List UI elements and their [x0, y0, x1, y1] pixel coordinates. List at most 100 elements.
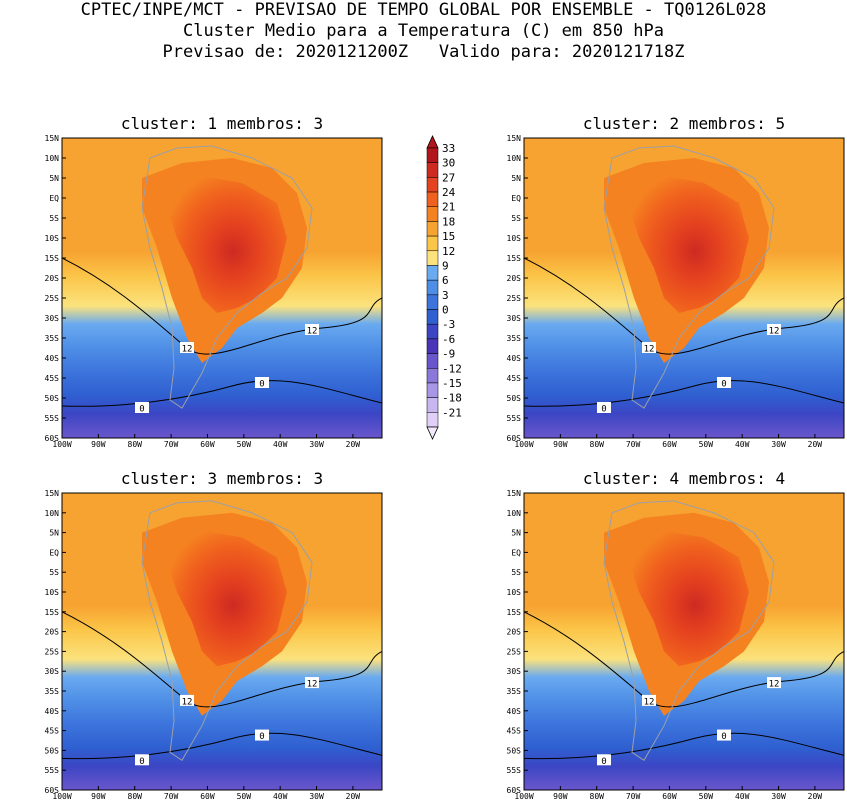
colorbar-label: 0 — [442, 304, 449, 317]
contour-label-0-west: 0 — [139, 757, 144, 767]
lon-tick-label: 80W — [128, 792, 143, 801]
colorbar-label: -15 — [442, 377, 462, 390]
lat-tick-label: EQ — [511, 194, 521, 203]
lon-tick-label: 50W — [699, 440, 714, 449]
lat-tick-label: EQ — [49, 548, 59, 557]
lat-tick-label: 45S — [507, 374, 522, 383]
lon-tick-label: 90W — [91, 792, 106, 801]
lat-tick-label: 5S — [511, 214, 521, 223]
lat-tick-label: 15N — [507, 134, 522, 143]
lon-tick-label: 80W — [590, 440, 605, 449]
colorbar-label: -12 — [442, 362, 462, 375]
colorbar-label: -6 — [442, 333, 455, 346]
header-title-line1: CPTEC/INPE/MCT - PREVISAO DE TEMPO GLOBA… — [80, 0, 767, 20]
lat-tick-label: 60S — [45, 434, 60, 443]
contour-12 — [524, 257, 844, 355]
continent-outline — [141, 500, 313, 762]
contour-label-0-west: 0 — [601, 405, 606, 415]
lat-tick-label: 20S — [45, 628, 60, 637]
contour-12 — [524, 611, 844, 708]
panel-title: cluster: 1 membros: 3 — [121, 114, 323, 133]
contour-0 — [62, 380, 382, 407]
lat-tick-label: 10S — [45, 588, 60, 597]
colorbar-swatch — [426, 191, 439, 207]
lat-tick-label: 15S — [45, 608, 60, 617]
lon-tick-label: 90W — [91, 440, 106, 449]
lat-tick-label: 55S — [507, 414, 522, 423]
colorbar-swatch — [426, 206, 439, 222]
continent-outline — [141, 145, 313, 409]
colorbar-top-arrow — [426, 135, 439, 149]
colorbar-label: 30 — [442, 157, 455, 170]
lon-tick-label: 60W — [200, 440, 215, 449]
contour-label-0-west: 0 — [601, 757, 606, 767]
lon-tick-label: 20W — [346, 440, 361, 449]
header-title-line3: Previsao de: 2020121200Z Valido para: 20… — [162, 42, 685, 62]
hot-core-region — [167, 530, 287, 667]
colorbar-label: -9 — [442, 348, 455, 361]
lat-tick-label: 15S — [507, 254, 522, 263]
continent-outline — [603, 145, 775, 409]
panel-frame — [523, 492, 845, 791]
colorbar-swatch — [426, 250, 439, 266]
lon-tick-label: 50W — [237, 792, 252, 801]
contour-label-12: 12 — [644, 697, 655, 707]
colorbar-swatch — [426, 294, 439, 310]
colorbar-label: 6 — [442, 274, 449, 287]
lat-tick-label: 30S — [45, 314, 60, 323]
panel-title: cluster: 2 membros: 5 — [583, 114, 785, 133]
contour-label-12-east: 12 — [307, 327, 318, 337]
lat-tick-label: 60S — [507, 434, 522, 443]
contour-label-12-east: 12 — [307, 680, 318, 690]
colorbar-swatch — [426, 397, 439, 413]
contour-label-0: 0 — [721, 732, 726, 742]
lat-tick-label: 15N — [45, 489, 60, 498]
lon-tick-label: 60W — [662, 792, 677, 801]
lat-tick-label: EQ — [511, 548, 521, 557]
colorbar-label: 18 — [442, 215, 455, 228]
lon-tick-label: 40W — [735, 440, 750, 449]
lat-tick-label: 5S — [511, 568, 521, 577]
lon-tick-label: 30W — [309, 792, 324, 801]
colorbar-swatch — [426, 412, 439, 428]
map-panel-3: 12 12 0 0 cluster: 3 membros: 3 15N 10N 5N EQ 5S 1… — [45, 469, 383, 801]
map-panel-4: 12 12 0 0 cluster: 4 membros: 4 15N 10N 5N EQ 5S 1… — [507, 469, 845, 801]
colorbar-label: 12 — [442, 245, 455, 258]
panel-title: cluster: 4 membros: 4 — [583, 469, 785, 488]
lat-tick-label: 55S — [507, 766, 522, 775]
panel-frame — [523, 137, 845, 439]
lon-tick-label: 40W — [735, 792, 750, 801]
contour-12 — [62, 257, 382, 355]
lat-tick-label: 25S — [507, 647, 522, 656]
colorbar-label: -3 — [442, 318, 455, 331]
contour-label-12: 12 — [644, 345, 655, 355]
lat-tick-label: 45S — [45, 727, 60, 736]
lon-tick-label: 100W — [52, 792, 71, 801]
lat-tick-label: 35S — [507, 334, 522, 343]
lat-tick-label: 40S — [45, 354, 60, 363]
lon-tick-label: 30W — [771, 792, 786, 801]
lat-tick-label: 50S — [507, 746, 522, 755]
lon-tick-label: 60W — [200, 792, 215, 801]
lat-tick-label: 10N — [45, 509, 60, 518]
colorbar-bottom-arrow — [426, 426, 439, 440]
lat-tick-label: 35S — [45, 687, 60, 696]
lon-tick-label: 80W — [590, 792, 605, 801]
colorbar-swatch — [426, 338, 439, 354]
lat-tick-label: 5N — [511, 174, 521, 183]
map-panel-1: 12 12 0 0 cluster: 1 membros: 3 15N 10N 5N EQ 5S 1… — [45, 114, 383, 449]
lon-tick-label: 70W — [626, 792, 641, 801]
hot-core-region — [629, 530, 749, 667]
colorbar-swatch — [426, 235, 439, 252]
lat-tick-label: 55S — [45, 414, 60, 423]
lat-tick-label: 5N — [511, 529, 521, 538]
colorbar-swatch — [426, 221, 439, 237]
lon-tick-label: 20W — [346, 792, 361, 801]
lon-tick-label: 40W — [273, 440, 288, 449]
panel-frame — [61, 492, 383, 791]
colorbar-swatch — [426, 309, 439, 325]
lat-tick-label: 40S — [45, 707, 60, 716]
continent-outline — [603, 500, 775, 762]
hot-core-region — [167, 176, 287, 313]
